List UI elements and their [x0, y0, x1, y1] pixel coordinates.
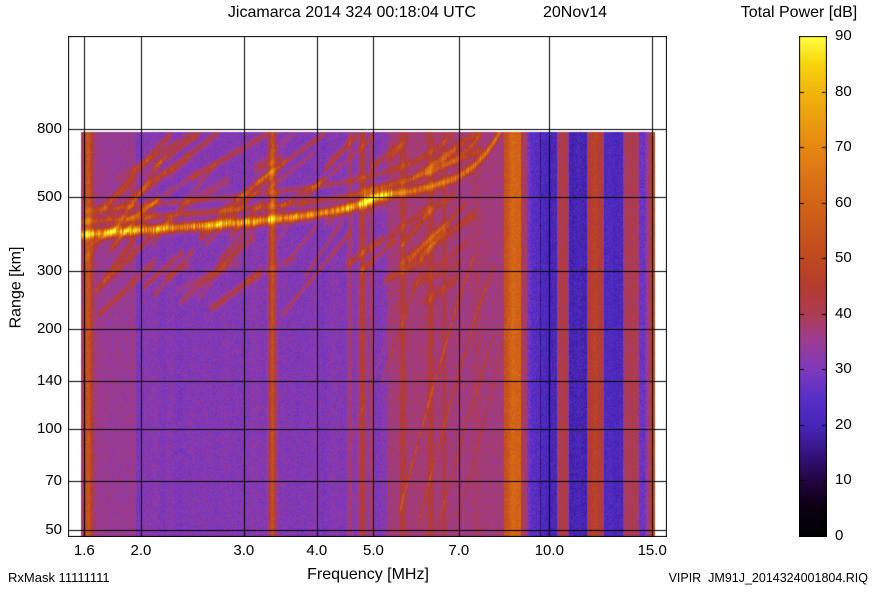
x-tick-label: 4.0 — [306, 542, 328, 559]
y-tick-label: 100 — [36, 420, 62, 438]
y-tick-label: 300 — [36, 261, 62, 279]
rxmask-label: RxMask 11111111 — [8, 570, 110, 585]
colorbar-tick-label: 80 — [835, 82, 852, 100]
colorbar-tick-label: 50 — [835, 249, 852, 267]
y-tick-label: 800 — [36, 119, 62, 137]
x-tick-label: 10.0 — [534, 542, 564, 559]
colorbar-tick-label: 40 — [835, 304, 852, 322]
x-axis-title: Frequency [MHz] — [307, 566, 429, 583]
plot-title: Jicamarca 2014 324 00:18:04 UTC — [227, 4, 477, 21]
filename-label: VIPIR JM91J_2014324001804.RIQ — [668, 571, 868, 585]
colorbar-title: Total Power [dB] — [740, 4, 858, 21]
colorbar-tick-label: 20 — [835, 415, 852, 433]
y-tick-label: 50 — [45, 520, 62, 538]
y-tick-label: 70 — [45, 471, 62, 489]
y-tick-label: 140 — [36, 371, 62, 389]
x-tick-label: 1.6 — [73, 542, 95, 559]
x-tick-label: 3.0 — [233, 542, 255, 559]
x-tick-label: 15.0 — [637, 542, 667, 559]
ionogram-heatmap — [68, 36, 667, 537]
colorbar-tick-label: 0 — [835, 527, 844, 544]
colorbar-tick-label: 30 — [835, 360, 852, 378]
x-tick-label: 2.0 — [130, 542, 152, 559]
colorbar-tick-label: 90 — [835, 27, 852, 44]
x-tick-label: 7.0 — [448, 542, 470, 559]
colorbar-tick-label: 10 — [835, 471, 852, 489]
colorbar-tick-label: 70 — [835, 138, 852, 156]
plot-date: 20Nov14 — [543, 4, 608, 21]
colorbar-tick-label: 60 — [835, 193, 852, 211]
x-tick-label: 5.0 — [363, 542, 384, 559]
colorbar-gradient — [799, 36, 827, 537]
y-tick-label: 200 — [36, 320, 62, 338]
y-tick-label: 500 — [36, 187, 62, 205]
